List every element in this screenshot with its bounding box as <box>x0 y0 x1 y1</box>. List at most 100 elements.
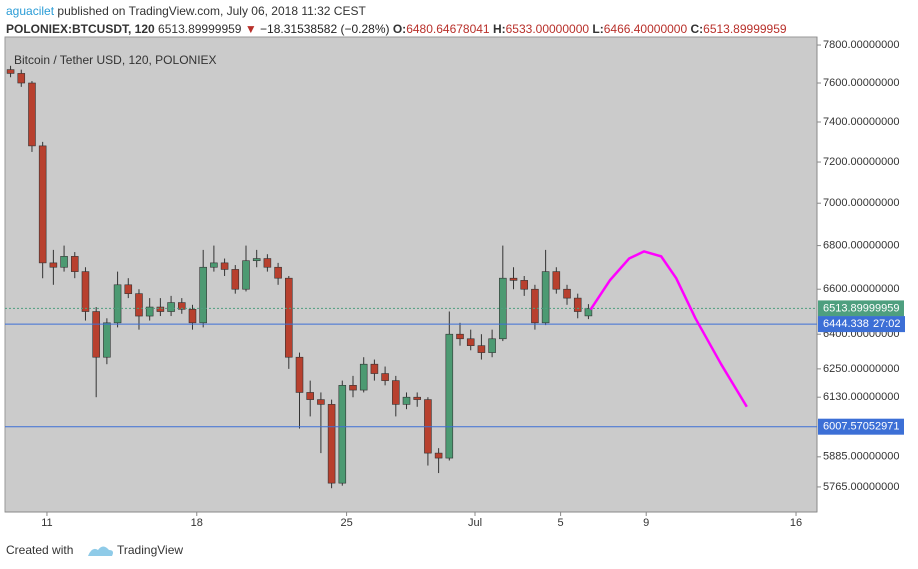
h-value: 6533.00000000 <box>506 22 590 36</box>
x-tick-label: 9 <box>643 517 649 529</box>
candle-body <box>552 271 561 290</box>
candle-body <box>124 284 133 294</box>
created-with: Created with <box>6 543 73 557</box>
candle-body <box>541 271 550 324</box>
candle-body <box>263 258 272 268</box>
candle-body <box>199 266 207 324</box>
y-tick-label: 6600.00000000 <box>823 283 899 295</box>
y-tick-label: 6800.00000000 <box>823 239 899 251</box>
l-label: L: <box>592 22 603 36</box>
published: published on TradingView.com, July 06, 2… <box>57 4 366 18</box>
candle-body <box>466 338 475 346</box>
candle-body <box>477 345 486 353</box>
candle-body <box>188 308 197 324</box>
x-tick-label: 5 <box>558 517 564 529</box>
candle-body <box>274 266 282 279</box>
candle-body <box>349 385 357 391</box>
price-label-box <box>818 300 904 317</box>
candle-body <box>28 82 36 147</box>
l-value: 6466.40000000 <box>604 22 688 36</box>
candle-body <box>402 396 411 405</box>
forecast-curve <box>589 250 748 408</box>
countdown: 27:02 <box>873 318 901 330</box>
c-value: 6513.89999959 <box>703 22 787 36</box>
candle-body <box>488 338 496 353</box>
candle-body <box>60 256 68 268</box>
chart-title: Bitcoin / Tether USD, 120, POLONIEX <box>14 53 217 67</box>
candle-body <box>317 399 325 405</box>
x-tick-label: 11 <box>41 517 52 529</box>
candle-body <box>327 404 336 484</box>
ohlc-line: POLONIEX:BTCUSDT, 120 6513.89999959 ▼ −1… <box>6 22 787 36</box>
price-label-box <box>818 316 905 333</box>
last: 6513.89999959 <box>158 22 242 36</box>
candle-body <box>92 311 100 358</box>
candle-body <box>306 392 314 400</box>
h-label: H: <box>493 22 506 36</box>
candle-body <box>156 306 165 312</box>
candle-body <box>252 258 261 262</box>
candle-body <box>210 262 218 268</box>
candle-body <box>563 288 571 299</box>
candle-body <box>113 284 122 324</box>
author[interactable]: aguacilet <box>6 4 55 18</box>
candle-body <box>49 262 58 268</box>
candle-body <box>509 277 518 281</box>
candle-body <box>38 145 47 264</box>
logo[interactable] <box>88 546 113 557</box>
candle-body <box>584 308 593 317</box>
candle-body <box>178 302 186 310</box>
candle-body <box>81 271 90 312</box>
x-tick-label: 18 <box>191 517 203 529</box>
candle-body <box>135 293 143 317</box>
change: −18.31538582 (−0.28%) <box>260 22 389 36</box>
y-tick-label: 7000.00000000 <box>823 197 899 209</box>
candle-body <box>70 256 79 272</box>
candle-body <box>103 322 111 358</box>
arrow: ▼ <box>245 22 257 36</box>
price-label: 6513.89999959 <box>823 302 899 314</box>
candle-body <box>295 356 304 393</box>
y-tick-label: 7400.00000000 <box>823 116 899 128</box>
candle-body <box>231 269 240 290</box>
candle-body <box>338 385 347 484</box>
candle-body <box>167 302 175 312</box>
y-tick-label: 6130.00000000 <box>823 391 899 403</box>
y-tick-label: 7200.00000000 <box>823 156 899 168</box>
price-label: 6444.338 <box>823 318 869 330</box>
y-tick-label: 5765.00000000 <box>823 481 899 493</box>
candle-body <box>242 260 250 290</box>
x-tick-label: 25 <box>340 517 352 529</box>
candle-body <box>392 380 400 405</box>
y-tick-label: 7600.00000000 <box>823 77 899 89</box>
candle-body <box>17 73 26 84</box>
candle-body <box>413 396 421 400</box>
candle-body <box>285 277 293 358</box>
o-value: 6480.64678041 <box>406 22 490 36</box>
header-line: aguacilet published on TradingView.com, … <box>6 4 366 18</box>
x-tick-label: 16 <box>790 517 802 529</box>
candle-body <box>359 363 368 391</box>
candle-body <box>434 452 443 459</box>
candle-body <box>370 363 379 374</box>
o-label: O: <box>393 22 406 36</box>
candle-body <box>456 333 464 340</box>
y-tick-label: 7800.00000000 <box>823 39 899 51</box>
x-tick-label: Jul <box>468 517 482 529</box>
plot-area <box>4 36 818 513</box>
price-label-box <box>818 418 904 435</box>
y-tick-label: 5885.00000000 <box>823 451 899 463</box>
candle-body <box>145 306 154 317</box>
candle-body <box>220 262 229 270</box>
y-tick-label: 6250.00000000 <box>823 363 899 375</box>
candle-body <box>520 280 528 290</box>
candle-body <box>573 297 582 312</box>
c-label: C: <box>690 22 703 36</box>
candle-body <box>381 373 389 381</box>
candle-body <box>6 69 15 74</box>
brand[interactable]: TradingView <box>117 543 183 557</box>
price-label: 6007.57052971 <box>823 421 899 433</box>
symbol: POLONIEX:BTCUSDT, 120 <box>6 22 155 36</box>
candle-body <box>531 288 539 324</box>
